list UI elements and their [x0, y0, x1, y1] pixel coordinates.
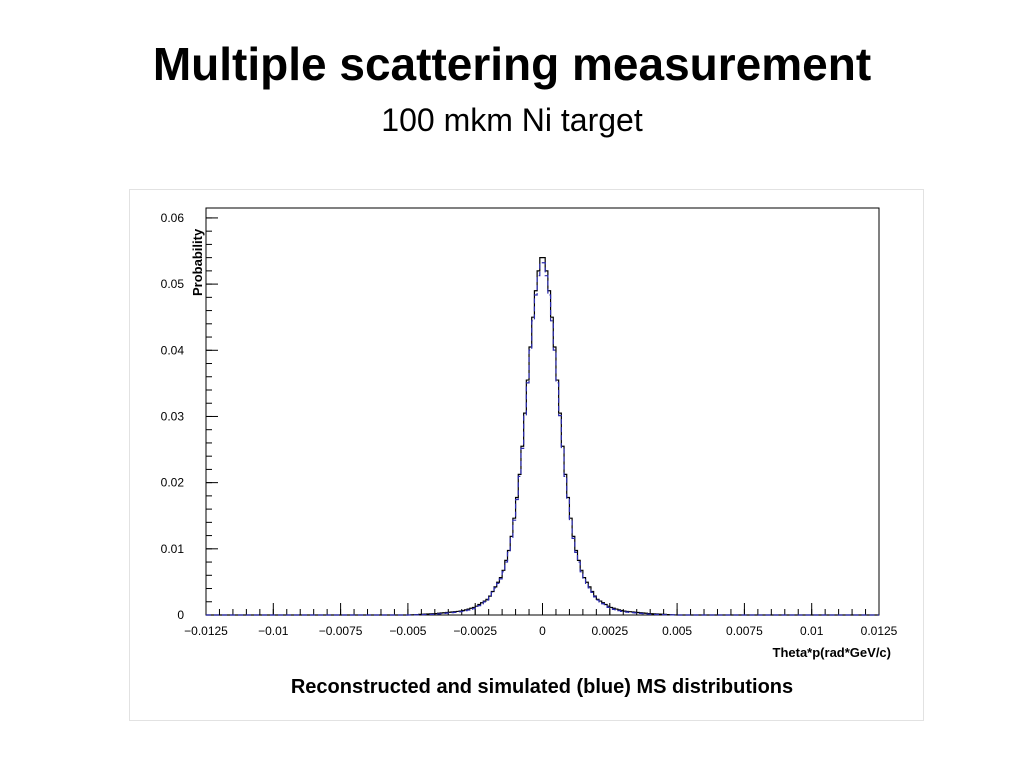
- reconstructed-series-line: [206, 257, 879, 616]
- x-tick-label: 0.0125: [861, 624, 898, 638]
- slide-subtitle: 100 mkm Ni target: [381, 102, 643, 138]
- x-tick-label: 0: [539, 624, 546, 638]
- plot-frame: [205, 207, 880, 616]
- chart-figure: 0 0.01 0.02 0.03 0.04 0.05 0.06 −0.0125 −0.01 −0.…: [129, 189, 924, 721]
- x-tick-label: 0.01: [800, 624, 824, 638]
- x-tick-label: −0.01: [258, 624, 289, 638]
- x-axis-title: Theta*p(rad*GeV/c): [773, 645, 891, 660]
- y-tick-label: 0.03: [161, 409, 185, 423]
- x-tick-label: −0.0075: [319, 624, 363, 638]
- x-tick-label: 0.005: [662, 624, 692, 638]
- x-tick-label: −0.0025: [453, 624, 497, 638]
- y-tick-label: 0.05: [161, 277, 185, 291]
- y-tick-label: 0.02: [161, 476, 185, 490]
- chart-caption: Reconstructed and simulated (blue) MS di…: [291, 676, 793, 698]
- y-tick-label: 0.04: [161, 343, 185, 357]
- x-tick-label: 0.0025: [591, 624, 628, 638]
- slide-title: Multiple scattering measurement: [152, 38, 872, 90]
- simulated-series-line: [206, 262, 879, 616]
- y-tick-label: 0.01: [161, 542, 185, 556]
- y-axis-title: Probability: [190, 228, 205, 296]
- y-tick-label: 0.06: [161, 211, 185, 225]
- y-tick-label: 0: [177, 608, 184, 622]
- x-tick-label: −0.005: [389, 624, 426, 638]
- x-tick-label: 0.0075: [726, 624, 763, 638]
- chart-svg: 0 0.01 0.02 0.03 0.04 0.05 0.06 −0.0125 −0.01 −0.…: [161, 207, 898, 698]
- x-tick-label: −0.0125: [184, 624, 228, 638]
